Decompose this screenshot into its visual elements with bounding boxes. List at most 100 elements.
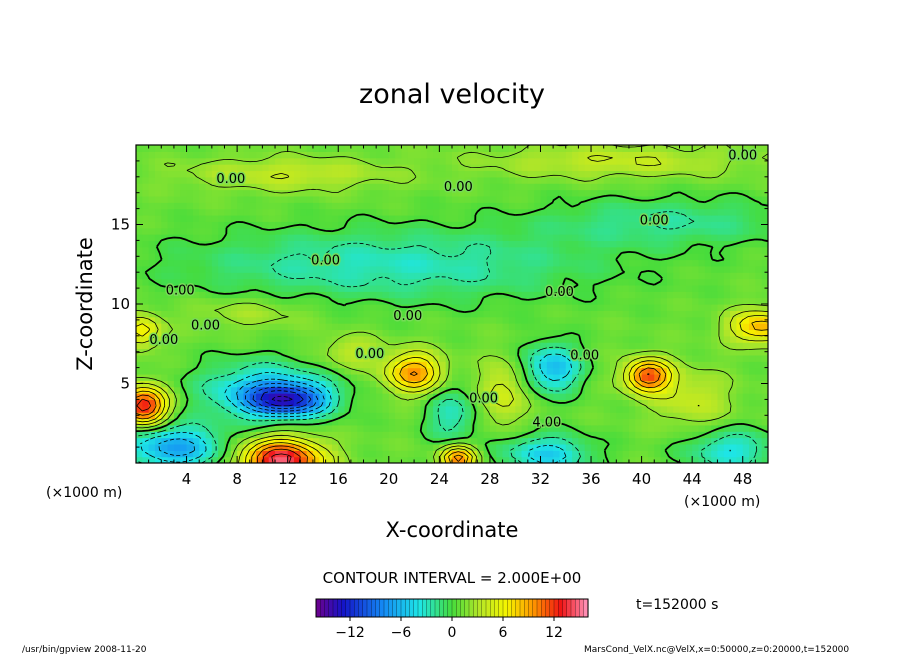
- field-cell: [730, 265, 737, 273]
- field-cell: [224, 278, 232, 286]
- field-cell: [515, 431, 523, 439]
- field-cell: [572, 246, 579, 254]
- field-cell: [546, 354, 554, 362]
- field-cell: [755, 335, 763, 343]
- field-cell: [268, 443, 276, 451]
- field-cell: [414, 437, 421, 445]
- field-cell: [578, 202, 586, 210]
- field-cell: [470, 157, 478, 165]
- field-cell: [300, 259, 308, 267]
- field-cell: [704, 304, 712, 311]
- field-cell: [452, 195, 459, 203]
- field-cell: [136, 227, 143, 235]
- field-cell: [515, 373, 523, 381]
- field-cell: [192, 189, 200, 197]
- field-cell: [401, 145, 409, 152]
- field-cell: [483, 431, 491, 439]
- field-cell: [439, 367, 447, 375]
- field-cell: [186, 240, 194, 248]
- field-cell: [281, 195, 289, 203]
- field-cell: [534, 348, 542, 356]
- field-cell: [616, 145, 624, 152]
- field-cell: [420, 246, 428, 254]
- field-cell: [161, 265, 169, 273]
- field-cell: [173, 450, 181, 458]
- field-cell: [224, 335, 232, 343]
- field-cell: [262, 412, 270, 420]
- field-cell: [344, 208, 352, 216]
- field-cell: [704, 214, 712, 222]
- field-cell: [312, 195, 320, 203]
- field-cell: [521, 380, 529, 388]
- field-cell: [654, 316, 662, 324]
- field-cell: [464, 367, 472, 375]
- field-cell: [755, 342, 763, 350]
- field-cell: [439, 246, 447, 254]
- field-cell: [306, 272, 314, 280]
- field-cell: [572, 272, 579, 280]
- field-cell: [742, 164, 750, 172]
- field-cell: [319, 335, 327, 343]
- field-cell: [660, 424, 668, 432]
- field-cell: [698, 246, 706, 254]
- field-cell: [660, 386, 668, 394]
- field-cell: [755, 348, 763, 356]
- field-cell: [205, 393, 213, 400]
- field-cell: [161, 253, 169, 261]
- field-cell: [736, 304, 744, 311]
- field-cell: [477, 246, 485, 254]
- field-cell: [515, 443, 523, 451]
- field-cell: [357, 151, 365, 159]
- field-cell: [357, 316, 365, 324]
- field-cell: [610, 259, 617, 267]
- field-cell: [761, 405, 768, 413]
- field-cell: [199, 323, 207, 331]
- field-cell: [249, 208, 257, 216]
- field-cell: [237, 151, 245, 159]
- field-cell: [173, 151, 181, 159]
- field-cell: [395, 176, 403, 184]
- field-cell: [553, 157, 561, 165]
- field-cell: [205, 170, 213, 178]
- field-cell: [268, 450, 276, 458]
- field-cell: [578, 323, 586, 331]
- field-cell: [344, 456, 352, 463]
- field-cell: [515, 386, 523, 394]
- field-cell: [572, 335, 579, 343]
- field-cell: [622, 202, 630, 210]
- field-cell: [521, 304, 529, 311]
- field-cell: [666, 176, 674, 184]
- field-cell: [426, 405, 434, 413]
- field-cell: [382, 278, 390, 286]
- field-cell: [249, 240, 257, 248]
- field-cell: [262, 183, 270, 191]
- field-cell: [180, 431, 188, 439]
- field-cell: [635, 170, 643, 178]
- field-cell: [300, 348, 308, 356]
- field-cell: [692, 157, 700, 165]
- field-cell: [603, 354, 611, 362]
- field-cell: [628, 214, 636, 222]
- field-cell: [559, 456, 567, 463]
- field-cell: [363, 304, 371, 311]
- field-cell: [224, 393, 232, 400]
- field-cell: [470, 424, 478, 432]
- field-cell: [414, 329, 421, 337]
- field-cell: [723, 202, 731, 210]
- field-cell: [205, 246, 213, 254]
- field-cell: [154, 214, 162, 222]
- field-cell: [527, 291, 535, 299]
- field-cell: [559, 214, 567, 222]
- field-cell: [211, 176, 219, 184]
- field-cell: [426, 253, 434, 261]
- field-cell: [622, 272, 630, 280]
- field-cell: [521, 412, 529, 420]
- field-cell: [186, 354, 194, 362]
- field-cell: [628, 373, 636, 381]
- field-cell: [452, 450, 459, 458]
- field-cell: [736, 393, 744, 400]
- field-cell: [256, 176, 263, 184]
- field-cell: [319, 234, 327, 241]
- field-cell: [521, 399, 529, 407]
- field-cell: [673, 342, 681, 350]
